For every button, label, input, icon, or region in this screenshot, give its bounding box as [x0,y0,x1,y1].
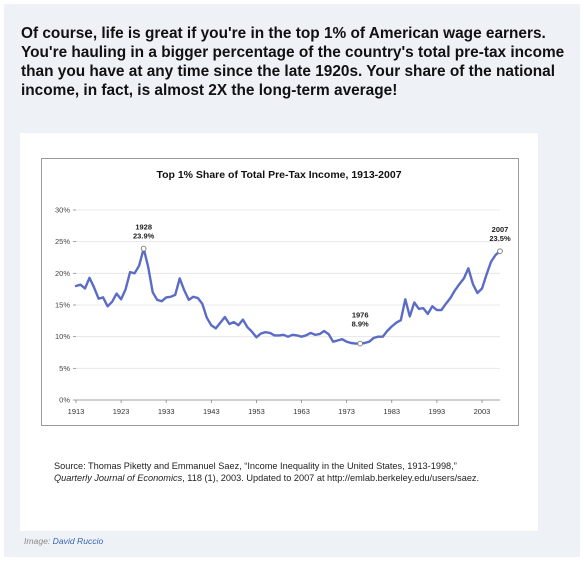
content-panel: Of course, life is great if you're in th… [4,4,580,557]
credit-prefix: Image: [24,536,53,546]
chart-figure: Top 1% Share of Total Pre-Tax Income, 19… [20,133,538,531]
credit-author-link[interactable]: David Ruccio [52,536,104,546]
line-chart: Top 1% Share of Total Pre-Tax Income, 19… [55,169,511,416]
y-tick-label: 15% [55,301,70,310]
x-tick-label: 1993 [429,407,446,416]
x-tick-label: 1973 [338,407,355,416]
y-tick-label: 5% [59,364,70,373]
y-tick-label: 30% [55,206,70,215]
series-line [74,247,502,345]
x-tick-label: 2003 [474,407,491,416]
source-tail: , 118 (1), 2003. Updated to 2007 at http… [182,473,480,483]
annotation-marker [497,248,503,255]
source-journal: Quarterly Journal of Economics [54,473,183,483]
x-tick-label: 1913 [68,407,85,416]
annotation-marker [357,340,364,347]
x-tick-label: 1953 [248,407,265,416]
annotation-value: 8.9% [352,320,369,329]
chart-title: Top 1% Share of Total Pre-Tax Income, 19… [156,169,401,181]
annotation-year: 1976 [352,311,369,320]
annotation-value: 23.5% [489,234,511,243]
chart-frame [41,158,519,426]
y-tick-label: 0% [59,396,70,405]
image-credit: Image: David Ruccio [24,536,103,546]
y-tick-label: 10% [55,332,70,341]
annotation-marker [140,245,147,252]
annotation-value: 23.9% [133,232,155,241]
x-tick-label: 1983 [383,407,400,416]
x-tick-label: 1963 [293,407,310,416]
annotation-year: 1928 [135,223,152,232]
headline-text: Of course, life is great if you're in th… [21,25,565,99]
source-citation: Source: Thomas Piketty and Emmanuel Saez… [54,460,484,484]
x-tick-label: 1933 [158,407,175,416]
annotation-year: 2007 [492,225,509,234]
x-tick-label: 1943 [203,407,220,416]
y-tick-label: 25% [55,237,70,246]
x-tick-label: 1923 [113,407,130,416]
y-tick-label: 20% [55,269,70,278]
source-lead: Source: Thomas Piketty and Emmanuel Saez… [54,461,457,471]
